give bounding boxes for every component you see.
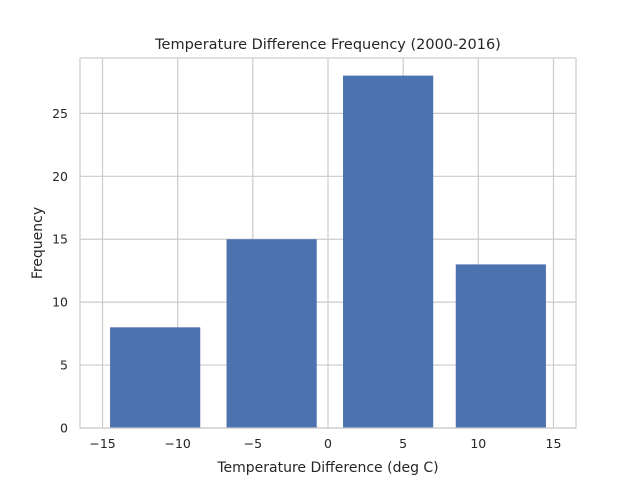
x-tick-label: −15: [89, 436, 115, 451]
x-tick-label: 10: [470, 436, 486, 451]
chart-title: Temperature Difference Frequency (2000-2…: [154, 37, 501, 53]
y-axis-label: Frequency: [30, 207, 46, 279]
y-tick-label: 5: [60, 358, 68, 373]
x-tick-labels: −15 −10 −5 0 5 10 15: [89, 436, 561, 451]
x-tick-label: −10: [165, 436, 191, 451]
x-tick-label: 0: [324, 436, 332, 451]
bar: [455, 264, 546, 428]
bar: [110, 327, 201, 428]
y-tick-label: 20: [52, 169, 68, 184]
x-tick-label: 15: [546, 436, 562, 451]
y-tick-label: 0: [60, 421, 68, 436]
plot-frame: [79, 57, 577, 429]
bar: [226, 239, 317, 428]
x-axis-label: Temperature Difference (deg C): [216, 460, 438, 476]
bar: [343, 75, 434, 428]
bars: [110, 75, 546, 428]
y-tick-label: 15: [52, 232, 68, 247]
x-tick-label: −5: [244, 436, 262, 451]
x-tick-label: 5: [399, 436, 407, 451]
y-tick-label: 25: [52, 106, 68, 121]
y-tick-labels: 0 5 10 15 20 25: [52, 106, 68, 436]
y-tick-label: 10: [52, 295, 68, 310]
